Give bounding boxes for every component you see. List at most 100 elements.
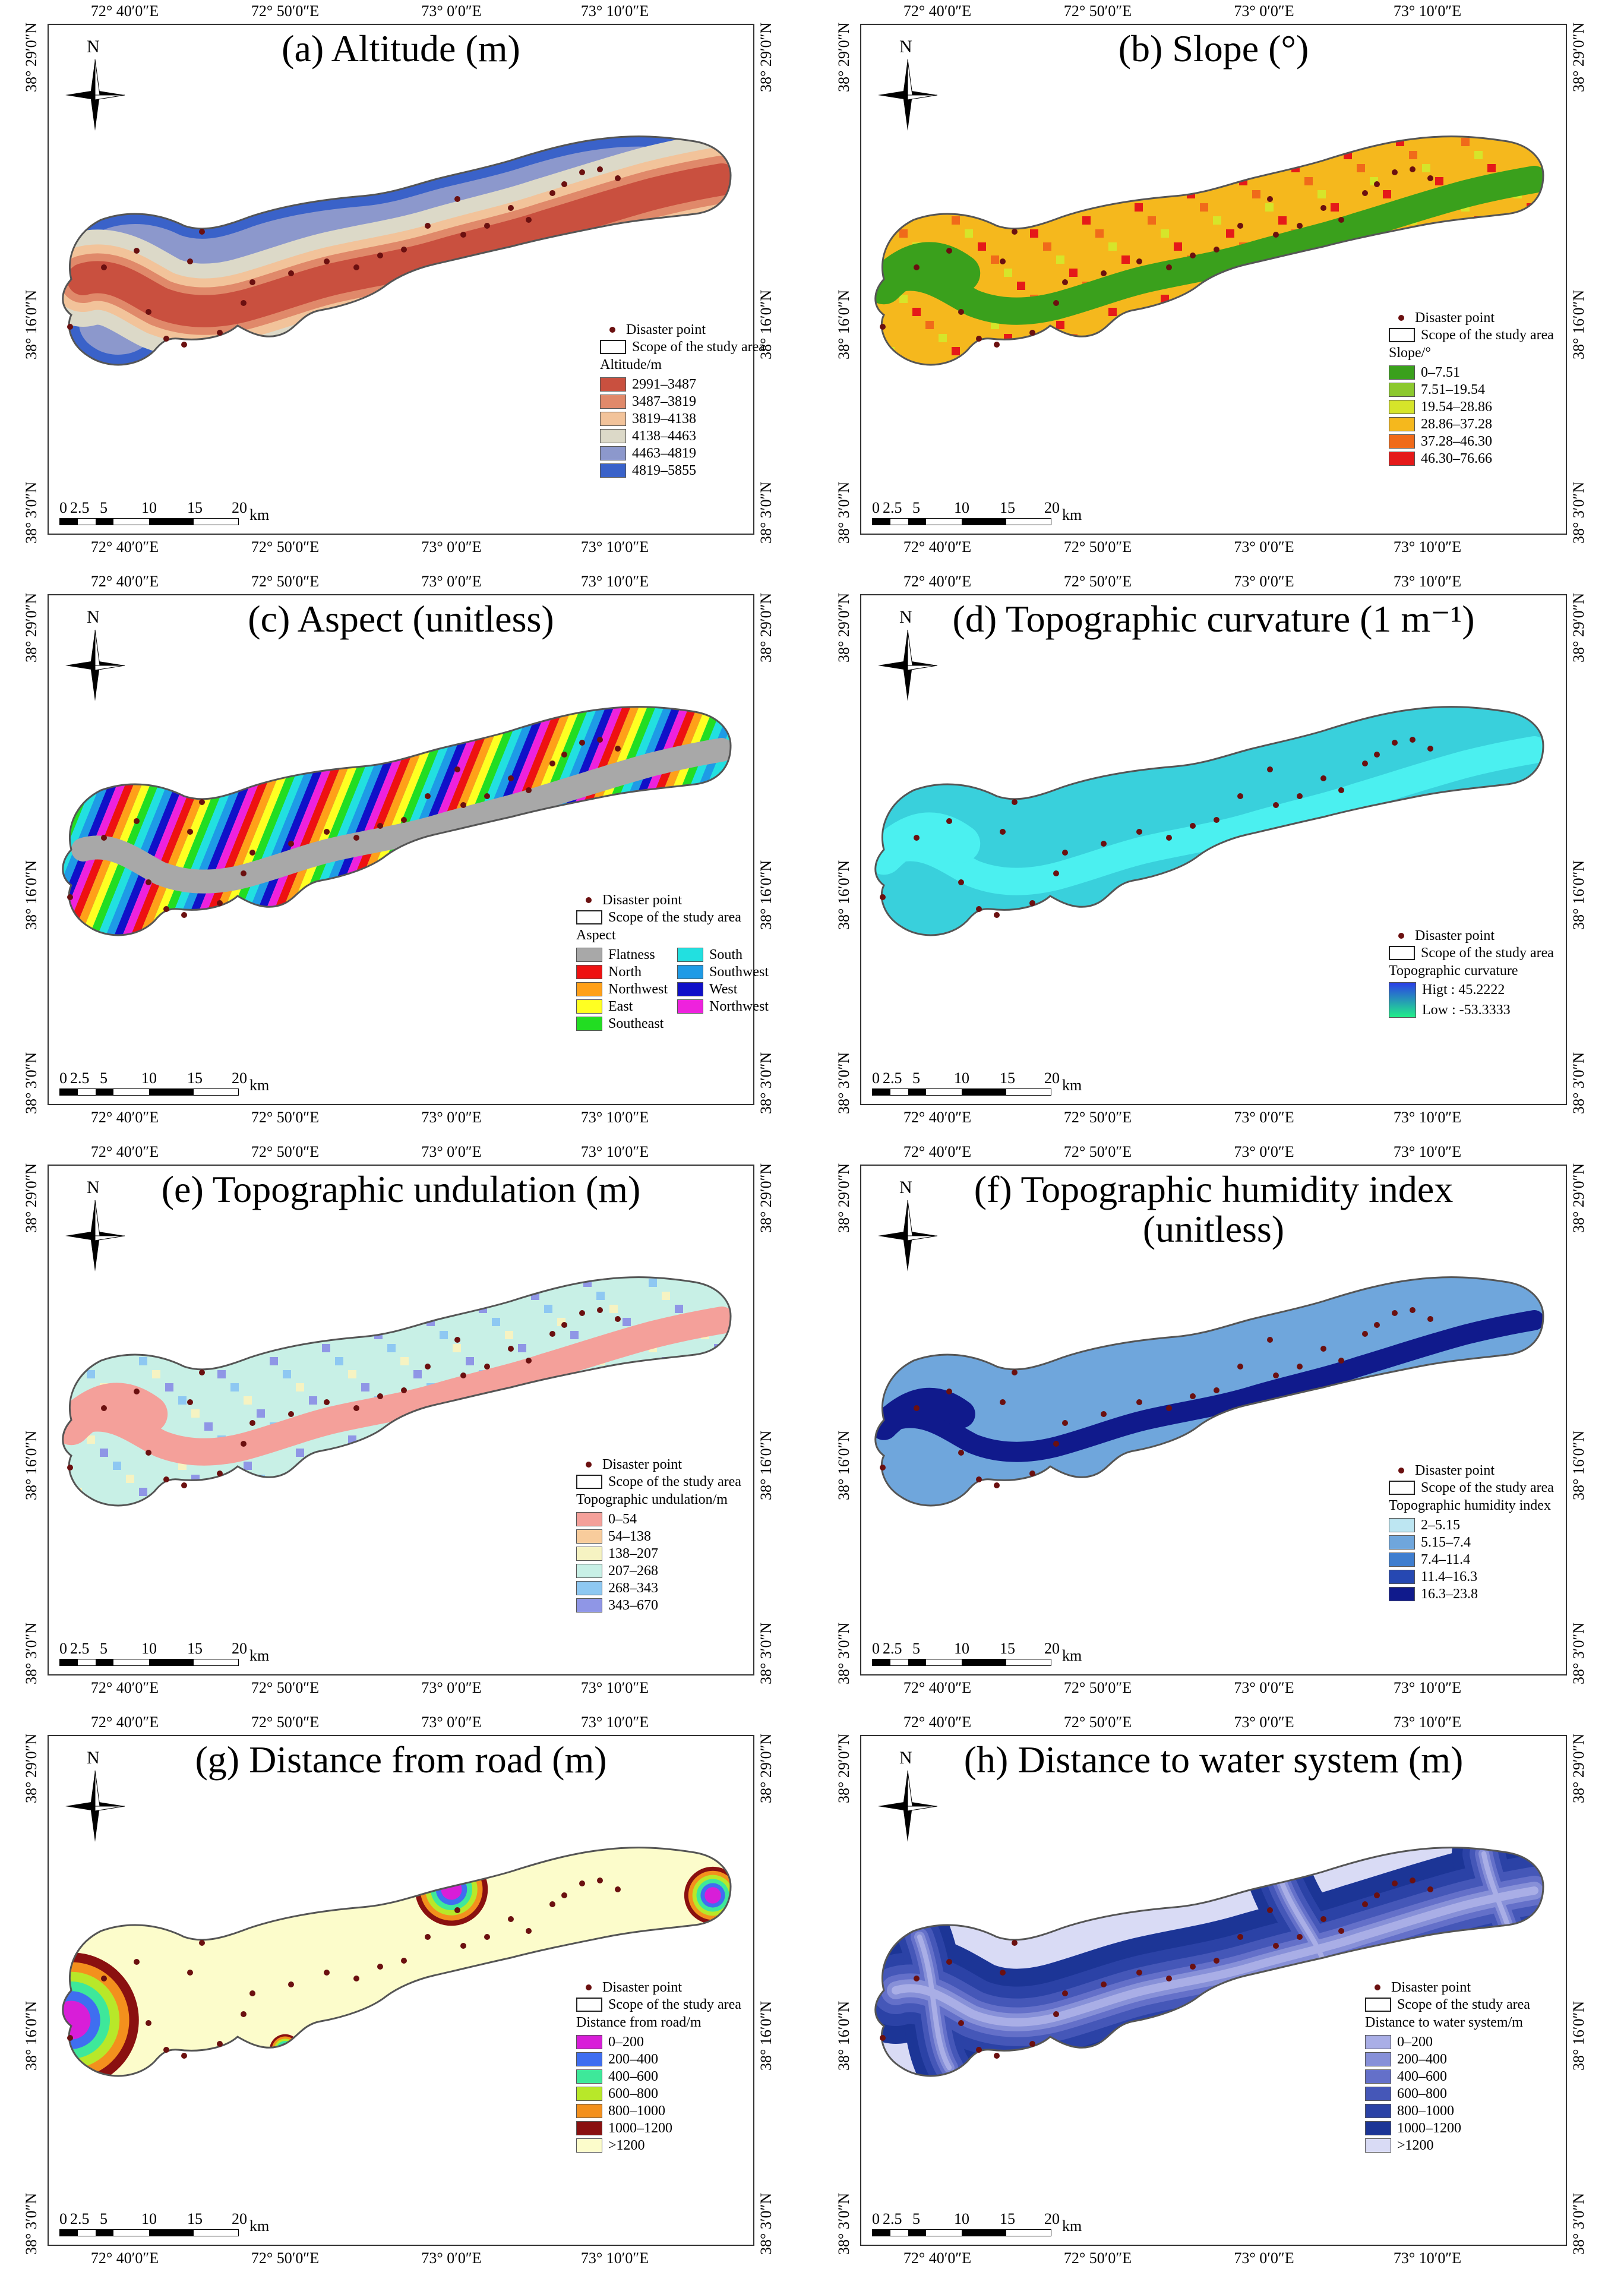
lon-tick-top: 72° 50′0″E — [1063, 1143, 1132, 1160]
disaster-point — [163, 1476, 169, 1482]
legend-swatch — [1389, 1517, 1415, 1532]
legend-class: 19.54–28.86 — [1389, 398, 1554, 415]
disaster-point — [1297, 1934, 1303, 1940]
disaster-point — [526, 217, 532, 223]
map-panel-b: 72° 40′0″E 72° 40′0″E 72° 50′0″E 72° 50′0″E… — [819, 2, 1587, 558]
scale-bar: 0 2.5 5 10 15 20 km — [872, 1640, 1121, 1670]
legend-class: 600–800 — [576, 2085, 741, 2102]
disaster-point — [1410, 737, 1416, 743]
scale-label: 5 — [100, 499, 108, 516]
disaster-point — [460, 802, 466, 808]
legend-class-label: 1000–1200 — [1397, 2120, 1461, 2136]
disaster-point — [597, 166, 603, 172]
north-arrow-icon — [878, 1200, 938, 1271]
disaster-point — [241, 2011, 247, 2017]
legend-class: >1200 — [1365, 2137, 1530, 2154]
study-area-map — [874, 1276, 1544, 1507]
disaster-point — [508, 1346, 514, 1352]
disaster-point — [946, 1959, 952, 1965]
disaster-point — [1214, 1387, 1219, 1393]
disaster-point — [249, 1420, 255, 1426]
disaster-point — [549, 1331, 555, 1337]
lon-tick-bottom: 72° 50′0″E — [251, 538, 320, 556]
disaster-point — [1338, 1358, 1344, 1364]
lat-tick-right: 38° 3′0″N — [757, 2192, 775, 2255]
legend-swatch — [576, 1563, 602, 1578]
lat-tick-left: 38° 29′0″N — [835, 1163, 852, 1233]
legend-class: 5.15–7.4 — [1389, 1533, 1554, 1551]
legend-classes: 0–7.51 7.51–19.54 19.54–28.86 28.86–37.28 37… — [1389, 364, 1554, 467]
lon-tick-bottom: 73° 0′0″E — [1234, 1109, 1294, 1126]
scale-label: 10 — [954, 1640, 969, 1657]
disaster-point — [1214, 1958, 1219, 1964]
disaster-point — [1029, 1471, 1035, 1476]
disaster-point — [163, 906, 169, 912]
lat-tick-right: 38° 3′0″N — [1570, 1052, 1587, 1114]
disaster-point — [425, 1364, 431, 1370]
disaster-point — [615, 1316, 621, 1322]
legend-class-label: 400–600 — [608, 2068, 658, 2084]
legend-class-label: North — [608, 964, 642, 980]
disaster-point — [880, 1465, 886, 1471]
disaster-point — [241, 870, 247, 876]
disaster-point — [615, 1886, 621, 1892]
scale-label: 0 — [872, 1640, 880, 1657]
legend-class-label: >1200 — [1397, 2137, 1434, 2153]
disaster-point — [1410, 1878, 1416, 1883]
lon-tick-bottom: 73° 10′0″E — [1393, 2249, 1462, 2267]
lon-tick-bottom: 73° 10′0″E — [580, 2249, 649, 2267]
disaster-point — [1237, 1364, 1243, 1370]
lon-tick-bottom: 72° 40′0″E — [903, 1679, 972, 1696]
lon-tick-bottom: 73° 0′0″E — [1234, 1679, 1294, 1696]
lon-tick-bottom: 73° 0′0″E — [421, 1679, 482, 1696]
lon-tick-bottom: 73° 10′0″E — [580, 1109, 649, 1126]
scale-label: 2.5 — [70, 1069, 90, 1087]
legend-swatch — [576, 947, 602, 962]
legend-swatch — [600, 446, 626, 460]
legend-class-label: 207–268 — [608, 1563, 658, 1579]
lat-tick-right: 38° 3′0″N — [757, 481, 775, 544]
disaster-point — [401, 817, 407, 823]
scale-label: 0 — [872, 1069, 880, 1087]
disaster-point — [353, 1405, 359, 1411]
north-label: N — [87, 37, 100, 56]
scale-bar: 0 2.5 5 10 15 20 km — [59, 1069, 309, 1099]
disaster-point — [1101, 1411, 1107, 1417]
disaster-point — [1190, 1964, 1196, 1970]
legend-class-label: 2–5.15 — [1421, 1517, 1460, 1533]
disaster-point — [249, 1990, 255, 1996]
lon-tick-top: 72° 40′0″E — [903, 573, 972, 590]
disaster-point — [1101, 270, 1107, 276]
lat-tick-right: 38° 16′0″N — [1570, 289, 1587, 359]
scale-bar-graphic — [59, 1659, 239, 1666]
lon-tick-bottom: 72° 50′0″E — [1063, 2249, 1132, 2267]
lon-tick-bottom: 72° 40′0″E — [903, 1109, 972, 1126]
legend-swatch — [1389, 1586, 1415, 1601]
legend-class-label: 5.15–7.4 — [1421, 1534, 1471, 1550]
disaster-point — [163, 2047, 169, 2053]
disaster-point — [615, 746, 621, 752]
scale-label: 10 — [141, 2210, 157, 2227]
panel-title-text: (c) Aspect (unitless) — [248, 598, 554, 640]
legend-class-label: 2991–3487 — [632, 376, 696, 392]
study-area-map — [874, 706, 1544, 936]
disaster-point — [976, 336, 982, 342]
legend-disaster-point: Disaster point — [1365, 1979, 1530, 1996]
lon-tick-top: 72° 40′0″E — [903, 1143, 972, 1160]
disaster-point — [425, 1934, 431, 1940]
disaster-point — [1338, 217, 1344, 223]
north-label: N — [899, 607, 912, 627]
disaster-point — [1338, 787, 1344, 793]
disaster-point — [1267, 1337, 1273, 1343]
disaster-point — [1012, 229, 1018, 235]
legend-swatch — [576, 1016, 602, 1031]
legend-title: Distance from road/m — [576, 2015, 702, 2030]
disaster-point — [561, 1892, 567, 1898]
legend-title: Altitude/m — [600, 357, 662, 373]
legend-scope: Scope of the study area — [1389, 1479, 1554, 1496]
north-arrow-icon — [65, 1770, 125, 1842]
legend: Disaster point Scope of the study area Slo… — [1389, 309, 1554, 467]
legend-swatch — [576, 999, 602, 1014]
disaster-point — [508, 1916, 514, 1922]
disaster-point — [958, 879, 964, 885]
